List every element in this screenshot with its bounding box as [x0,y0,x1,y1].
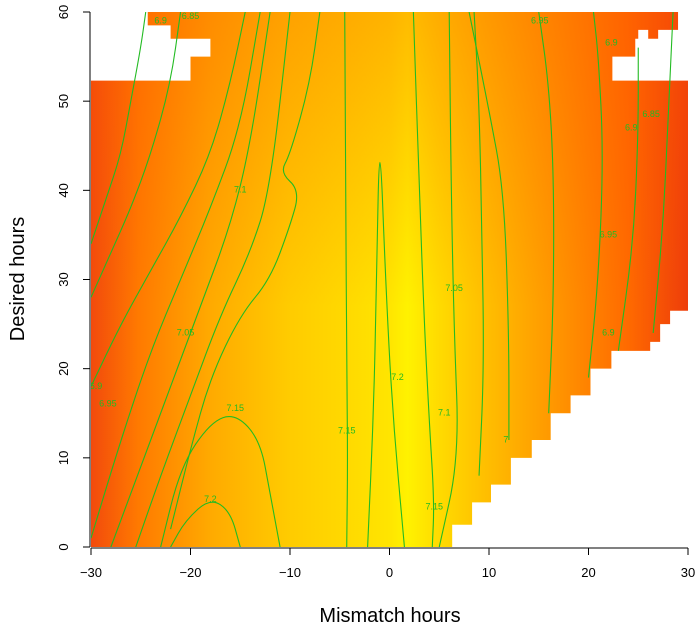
contour-line [344,12,349,547]
y-tick-label: 30 [56,272,71,286]
contour-label: 6.95 [99,399,117,409]
contour-label: 6.9 [154,15,167,25]
contour-label: 6.9 [625,122,638,132]
contour-line [170,12,321,530]
contour-label: 6.85 [182,11,200,21]
contour-line [617,47,639,351]
x-tick-label: 20 [581,565,595,580]
contour-label: 7 [503,434,508,444]
contour-label: 7.1 [234,185,247,195]
x-tick-label: −30 [80,565,102,580]
contour-line [468,12,510,440]
x-tick-label: −20 [179,565,201,580]
y-tick-label: 20 [56,361,71,375]
y-tick-label: 40 [56,183,71,197]
contour-line [160,416,281,547]
contour-line [170,501,241,547]
contour-label: 6.95 [600,229,618,239]
contour-line [135,12,291,547]
contour-lines [91,12,674,547]
missing-region-upper-left [91,12,211,81]
contour-label: 7.05 [177,327,195,337]
axes: −30 −20 −10 0 10 20 30 0 10 20 30 40 50 60 [56,5,695,580]
contour-label: 7.15 [426,501,444,511]
contour-line [538,12,555,414]
contour-line [473,12,484,476]
contour-line [91,12,147,245]
y-tick-label: 60 [56,5,71,19]
y-axis-title: Desired hours [7,217,29,342]
contour-line [367,162,405,547]
x-tick-label: 0 [386,565,393,580]
y-tick-label: 10 [56,451,71,465]
contour-label: 7.15 [227,403,245,413]
contour-label: 7.2 [204,494,217,504]
contour-line [438,12,458,547]
contour-line [91,12,182,298]
contour-label: 6.9 [90,381,103,391]
contour-label: 7.1 [438,408,451,418]
x-tick-label: 30 [681,565,695,580]
contour-label: 7.15 [338,425,356,435]
contour-label: 7.2 [391,372,404,382]
contour-label: 7.05 [445,283,463,293]
contour-line [412,12,435,547]
x-axis-title: Mismatch hours [319,605,460,627]
contour-label: 6.9 [605,38,618,48]
missing-region-lower-right [432,310,688,547]
contour-label: 6.9 [602,327,615,337]
contour-line [652,12,674,334]
contour-label: 6.85 [642,109,660,119]
x-tick-label: −10 [279,565,301,580]
heatmap-surface: 7.2 7.15 7.15 7.2 7.15 7.1 7.05 7.1 7.05 7 6.95 6.9… [90,11,688,547]
missing-data-regions [91,12,688,547]
y-tick-label: 0 [56,543,71,550]
x-tick-label: 10 [482,565,496,580]
contour-line [587,12,603,378]
y-tick-label: 50 [56,94,71,108]
contour-line [91,12,246,387]
contour-labels: 7.2 7.15 7.15 7.2 7.15 7.1 7.05 7.1 7.05 7 6.95 6.9… [90,11,660,511]
missing-region-upper-right [612,12,688,81]
contour-line [91,12,261,539]
contour-line [110,12,271,547]
contour-label: 6.95 [531,15,549,25]
